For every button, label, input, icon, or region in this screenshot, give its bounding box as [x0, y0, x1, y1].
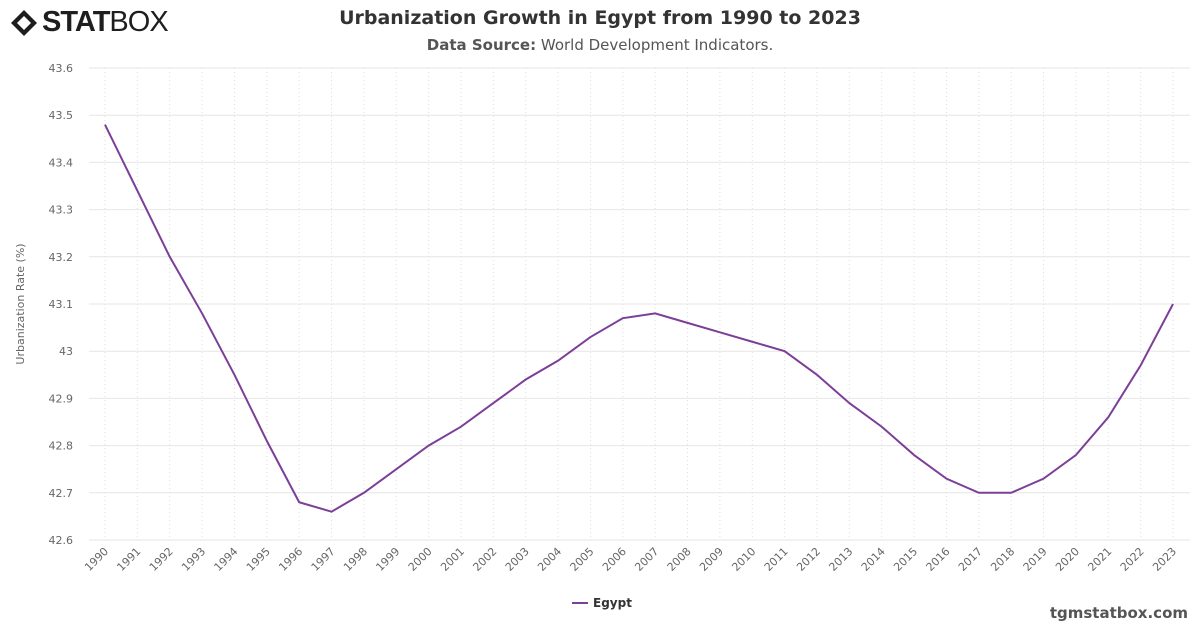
x-tick-label: 2019 [1021, 545, 1050, 574]
y-tick-label: 42.7 [49, 487, 74, 500]
series-line-egypt [104, 124, 1174, 513]
x-tick-label: 2008 [665, 545, 694, 574]
y-tick-label: 42.6 [49, 534, 74, 547]
x-tick-label: 2007 [632, 545, 661, 574]
x-tick-label: 2011 [762, 545, 791, 574]
x-tick-label: 2016 [924, 545, 953, 574]
y-axis-label: Urbanization Rate (%) [14, 243, 27, 364]
logo-text-bold: STAT [42, 6, 110, 38]
x-tick-label: 1994 [212, 545, 241, 574]
x-tick-label: 2004 [535, 545, 564, 574]
x-tick-label: 2017 [956, 545, 985, 574]
y-tick-label: 43.3 [49, 204, 74, 217]
x-tick-label: 2005 [568, 545, 597, 574]
x-tick-label: 2020 [1053, 545, 1082, 574]
x-tick-label: 1996 [276, 545, 305, 574]
x-tick-label: 2014 [859, 545, 888, 574]
x-tick-label: 2013 [826, 545, 855, 574]
x-tick-label: 2002 [470, 545, 499, 574]
y-tick-label: 43.5 [49, 109, 74, 122]
diamond-logo-icon [11, 9, 37, 36]
x-tick-label: 1999 [373, 545, 402, 574]
x-tick-label: 2003 [503, 545, 532, 574]
y-tick-label: 43.6 [49, 62, 74, 75]
source-label: Data Source: [426, 36, 537, 54]
y-tick-label: 42.9 [49, 392, 74, 405]
legend-item-egypt[interactable]: Egypt [593, 596, 632, 610]
x-tick-label: 2021 [1085, 545, 1114, 574]
x-tick-label: 1998 [341, 545, 370, 574]
x-tick-label: 2001 [438, 545, 467, 574]
y-tick-label: 43.4 [49, 156, 74, 169]
x-tick-label: 2006 [600, 545, 629, 574]
x-tick-label: 2018 [988, 545, 1017, 574]
x-tick-label: 2015 [891, 545, 920, 574]
x-tick-label: 2000 [406, 545, 435, 574]
x-tick-label: 2009 [697, 545, 726, 574]
y-tick-label: 43.1 [49, 298, 74, 311]
chart-subtitle: Data Source: World Development Indicator… [0, 36, 1200, 54]
x-tick-label: 1995 [244, 545, 273, 574]
source-value: World Development Indicators. [540, 36, 774, 54]
y-tick-label: 43.2 [49, 251, 74, 264]
x-tick-label: 2012 [794, 545, 823, 574]
x-tick-label: 1992 [147, 545, 176, 574]
logo-text-light: BOX [109, 6, 168, 38]
x-tick-label: 2010 [729, 545, 758, 574]
legend[interactable]: Egypt [572, 596, 632, 610]
statbox-logo: STAT BOX [10, 6, 169, 39]
x-tick-label: 2023 [1150, 545, 1179, 574]
x-tick-label: 1997 [309, 545, 338, 574]
chart-title: Urbanization Growth in Egypt from 1990 t… [339, 7, 861, 29]
x-tick-label: 1993 [179, 545, 208, 574]
y-tick-label: 42.8 [49, 440, 74, 453]
x-tick-label: 2022 [1118, 545, 1147, 574]
credit-text: tgmstatbox.com [1049, 604, 1188, 622]
y-tick-label: 43 [59, 345, 73, 358]
x-tick-label: 1990 [82, 545, 111, 574]
x-tick-label: 1991 [114, 545, 143, 574]
